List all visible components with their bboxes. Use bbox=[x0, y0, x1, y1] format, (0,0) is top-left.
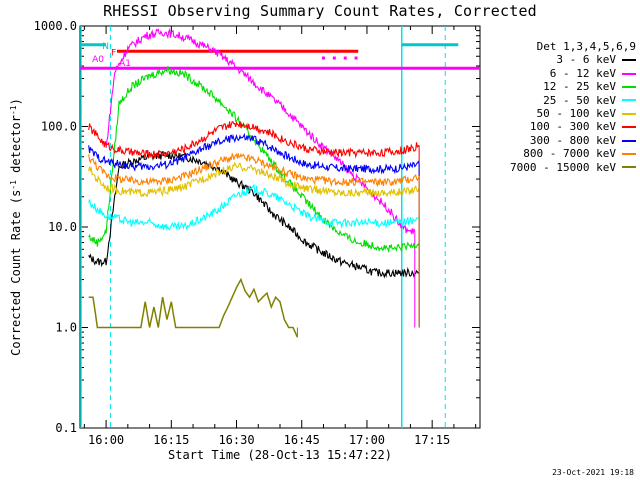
x-tick-label: 16:45 bbox=[284, 433, 320, 447]
y-tick-label: 1000.0 bbox=[34, 19, 77, 33]
legend-swatch bbox=[622, 85, 636, 88]
timestamp: 23-Oct-2021 19:18 bbox=[552, 468, 634, 477]
legend-item: 800 - 7000 keV bbox=[486, 147, 636, 160]
legend-swatch bbox=[622, 99, 636, 102]
legend-swatch bbox=[622, 139, 636, 142]
legend-swatch bbox=[622, 126, 636, 129]
saa-flag-dot bbox=[332, 56, 336, 60]
series-line-12-25kev bbox=[88, 66, 420, 254]
y-axis-label-part: Corrected Count Rate (s bbox=[9, 190, 23, 356]
legend-item-label: 7000 - 15000 keV bbox=[510, 160, 616, 174]
x-tick-label: 17:00 bbox=[349, 433, 385, 447]
legend-swatch bbox=[622, 166, 636, 169]
y-axis-label: Corrected Count Rate (s-1 detector-1) bbox=[9, 98, 24, 356]
legend-swatch bbox=[622, 59, 636, 62]
legend-item: 12 - 25 keV bbox=[486, 80, 636, 93]
y-axis-label-part: detector bbox=[9, 115, 23, 180]
chart-title: RHESSI Observing Summary Count Rates, Co… bbox=[103, 2, 537, 20]
y-tick-label: 1.0 bbox=[55, 321, 77, 335]
series-line-50-100kev bbox=[88, 161, 420, 198]
legend-item-label: 300 - 800 keV bbox=[529, 133, 616, 147]
legend-item: 7000 - 15000 keV bbox=[486, 161, 636, 174]
x-axis-label: Start Time (28-Oct-13 15:47:22) bbox=[168, 448, 392, 462]
legend-item: 300 - 800 keV bbox=[486, 134, 636, 147]
x-tick-label: 16:15 bbox=[153, 433, 189, 447]
flag-label-n: N bbox=[102, 42, 109, 52]
legend-item-label: 100 - 300 keV bbox=[529, 120, 616, 134]
flag-label-f: F bbox=[111, 48, 116, 58]
plot-frame bbox=[79, 25, 481, 429]
y-tick-label: 10.0 bbox=[48, 220, 77, 234]
flag-label-a1: A1 bbox=[119, 59, 131, 69]
legend-swatch bbox=[622, 112, 636, 115]
series-line-7000-15000kev bbox=[88, 277, 299, 338]
x-tick-label: 16:00 bbox=[88, 433, 124, 447]
series-line-25-50kev bbox=[88, 183, 420, 232]
x-tick-label: 16:30 bbox=[218, 433, 254, 447]
flag-label-a0: A0 bbox=[92, 55, 104, 65]
y-tick-label: 0.1 bbox=[55, 421, 77, 435]
legend-swatch bbox=[622, 152, 636, 155]
x-tick-label: 17:15 bbox=[414, 433, 450, 447]
y-axis-label-exponent: -1 bbox=[9, 180, 18, 190]
legend-item-label: 25 - 50 keV bbox=[543, 93, 616, 107]
legend-item-label: 3 - 6 keV bbox=[556, 53, 616, 67]
y-axis-label-part: ) bbox=[9, 98, 23, 105]
legend-item-label: 12 - 25 keV bbox=[543, 80, 616, 94]
y-axis-label-exponent: -1 bbox=[9, 105, 18, 115]
legend-rows: 3 - 6 keV 6 - 12 keV 12 - 25 keV 25 - 50 ke… bbox=[486, 53, 636, 174]
series-line-300-800kev bbox=[88, 132, 420, 175]
saa-flag-dot bbox=[321, 56, 325, 60]
legend-header: Det 1,3,4,5,6,9 bbox=[536, 40, 636, 53]
y-tick-label: 100.0 bbox=[41, 120, 77, 134]
series-line-100-300kev bbox=[88, 120, 420, 160]
legend-item-label: 6 - 12 keV bbox=[549, 66, 616, 80]
legend-item: 25 - 50 keV bbox=[486, 94, 636, 107]
legend-item: 100 - 300 keV bbox=[486, 120, 636, 133]
legend-item: 50 - 100 keV bbox=[486, 107, 636, 120]
saa-flag-dot bbox=[343, 56, 347, 60]
legend-item: 3 - 6 keV bbox=[486, 53, 636, 66]
legend-item-label: 50 - 100 keV bbox=[536, 107, 616, 121]
legend-item-label: 800 - 7000 keV bbox=[523, 147, 616, 161]
saa-flag-dot bbox=[354, 56, 358, 60]
series-line-3-6kev bbox=[88, 150, 420, 279]
legend-swatch bbox=[622, 72, 636, 75]
legend-item: 6 - 12 keV bbox=[486, 67, 636, 80]
legend: Det 1,3,4,5,6,9 3 - 6 keV 6 - 12 keV 12 - … bbox=[486, 40, 636, 174]
series-line-800-7000kev bbox=[88, 152, 420, 188]
